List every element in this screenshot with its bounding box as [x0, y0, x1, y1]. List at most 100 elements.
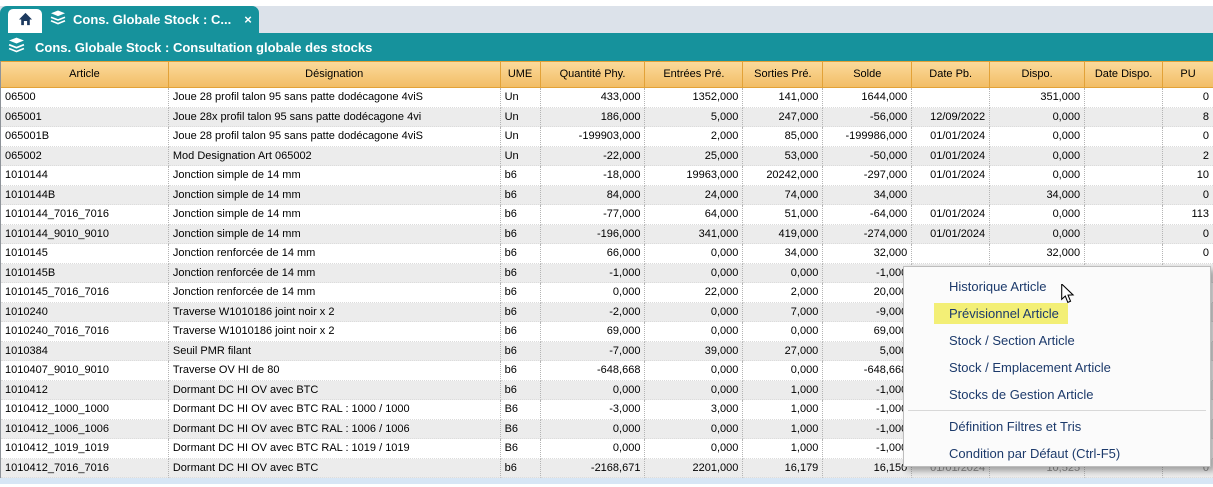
table-row[interactable]: 1010412_1019_1019 Dormant DC HI OV avec B… — [1, 439, 1213, 459]
table-row[interactable]: 1010145 Jonction renforcée de 14 mm b6 66,0… — [1, 244, 1213, 264]
tab-bar: Cons. Globale Stock : C... × — [0, 6, 1213, 33]
cell-sorties: 1,000 — [743, 439, 824, 459]
cell-qte_phy: -199903,000 — [540, 127, 646, 147]
table-header-row: Article Désignation UME Quantité Phy. Entrée… — [1, 61, 1213, 88]
cell-dispo: 0,000 — [990, 127, 1086, 147]
column-header-designation[interactable]: Désignation — [168, 61, 501, 88]
cell-ume: Un — [500, 146, 541, 166]
cell-ume: B6 — [500, 400, 541, 420]
cell-designation: Joue 28 profil talon 95 sans patte dodéc… — [168, 88, 501, 108]
cell-sorties: 53,000 — [743, 146, 824, 166]
cell-solde: 1644,000 — [823, 88, 913, 108]
stock-stack-icon — [8, 37, 25, 58]
cell-solde: -1,000 — [823, 380, 913, 400]
cell-sorties: 1,000 — [743, 400, 824, 420]
cell-ume: b6 — [500, 224, 541, 244]
column-header-sorties[interactable]: Sorties Pré. — [743, 61, 824, 88]
cell-entrees: 0,000 — [645, 419, 744, 439]
cell-sorties: 2,000 — [743, 283, 824, 303]
column-header-solde[interactable]: Solde — [823, 61, 913, 88]
cell-article: 1010144_9010_9010 — [1, 224, 169, 244]
cell-dispo: 0,000 — [990, 146, 1086, 166]
menu-item[interactable]: Stock / Emplacement Article — [904, 354, 1210, 381]
cell-sorties: 51,000 — [743, 205, 824, 225]
cell-pu: 10 — [1163, 166, 1213, 186]
cell-dispo: 0,000 — [990, 205, 1086, 225]
tab-close-icon[interactable]: × — [244, 12, 252, 27]
menu-item[interactable]: Stock / Section Article — [904, 327, 1210, 354]
cell-ume: b6 — [500, 263, 541, 283]
cell-ume: b6 — [500, 302, 541, 322]
table-row[interactable]: 065001B Joue 28 profil talon 95 sans patt… — [1, 127, 1213, 147]
cell-ume: b6 — [500, 283, 541, 303]
menu-item-label: Historique Article — [949, 279, 1047, 294]
column-header-qte_phy[interactable]: Quantité Phy. — [540, 61, 646, 88]
cell-qte_phy: 433,000 — [540, 88, 646, 108]
menu-item[interactable]: Stocks de Gestion Article — [904, 381, 1210, 408]
bottom-strip[interactable] — [0, 478, 1213, 484]
cell-ume: b6 — [500, 341, 541, 361]
column-header-ume[interactable]: UME — [500, 61, 541, 88]
cell-pu: 0 — [1163, 225, 1213, 244]
top-strip — [0, 0, 1213, 6]
tab-home[interactable] — [8, 9, 42, 33]
cell-ume: b6 — [500, 205, 541, 225]
cell-designation: Traverse OV HI de 80 — [168, 361, 501, 381]
cell-article: 065001B — [1, 127, 169, 147]
table-row[interactable]: 1010144 Jonction simple de 14 mm b6 -18,000… — [1, 166, 1213, 186]
cell-date_dispo — [1085, 185, 1164, 205]
column-header-article[interactable]: Article — [1, 61, 169, 88]
column-header-date_dispo[interactable]: Date Dispo. — [1085, 61, 1164, 88]
cell-solde: -274,000 — [823, 224, 913, 244]
cell-sorties: 1,000 — [743, 419, 824, 439]
cell-ume: b6 — [500, 166, 541, 186]
cell-date_pb: 01/01/2024 — [912, 205, 991, 225]
cell-solde: -1,000 — [823, 400, 913, 420]
cell-qte_phy: -22,000 — [540, 146, 646, 166]
column-header-entrees[interactable]: Entrées Pré. — [645, 61, 744, 88]
table-row[interactable]: 1010144B Jonction simple de 14 mm b6 84,000… — [1, 185, 1213, 205]
cell-sorties: 7,000 — [743, 302, 824, 322]
cell-designation: Seuil PMR filant — [168, 341, 501, 361]
cell-date_pb: 12/09/2022 — [912, 107, 991, 127]
table-row[interactable]: 065001 Joue 28x profil talon 95 sans patt… — [1, 107, 1213, 127]
cell-designation: Dormant DC HI OV avec BTC RAL : 1000 / 1… — [168, 400, 501, 420]
menu-item[interactable]: Condition par Défaut (Ctrl-F5) — [904, 440, 1210, 467]
cell-sorties: 247,000 — [743, 107, 824, 127]
home-icon — [18, 12, 33, 31]
stock-table: Article Désignation UME Quantité Phy. Entrée… — [0, 61, 1213, 478]
cell-dispo: 351,000 — [990, 88, 1086, 108]
cell-entrees: 0,000 — [645, 302, 744, 322]
cell-solde: 16,150 — [823, 458, 913, 478]
cell-solde: -297,000 — [823, 166, 913, 186]
table-row[interactable]: 065002 Mod Designation Art 065002 Un -22,00… — [1, 146, 1213, 166]
menu-item[interactable]: Définition Filtres et Tris — [904, 413, 1210, 440]
cell-qte_phy: -7,000 — [540, 341, 646, 361]
tab-stock-consultation[interactable]: Cons. Globale Stock : C... × — [0, 6, 259, 33]
cell-solde: 5,000 — [823, 341, 913, 361]
cell-pu: 0 — [1163, 459, 1213, 478]
menu-item[interactable]: Historique Article — [904, 273, 1210, 300]
table-row[interactable]: 1010144_7016_7016 Jonction simple de 14 m… — [1, 205, 1213, 225]
cell-qte_phy: -2168,671 — [540, 458, 646, 478]
cell-qte_phy: 84,000 — [540, 185, 646, 205]
column-header-dispo[interactable]: Dispo. — [990, 61, 1086, 88]
cell-qte_phy: 0,000 — [540, 419, 646, 439]
cell-solde: -1,000 — [823, 263, 913, 283]
cell-article: 1010384 — [1, 341, 169, 361]
cell-qte_phy: -3,000 — [540, 400, 646, 420]
column-header-date_pb[interactable]: Date Pb. — [912, 61, 991, 88]
table-row[interactable]: 1010144_9010_9010 Jonction simple de 14 m… — [1, 224, 1213, 244]
menu-item[interactable]: Prévisionnel Article — [904, 300, 1210, 327]
cell-article: 1010412_1000_1000 — [1, 400, 169, 420]
table-row[interactable]: 06500 Joue 28 profil talon 95 sans patte … — [1, 88, 1213, 108]
cell-solde: -1,000 — [823, 419, 913, 439]
cell-qte_phy: 0,000 — [540, 380, 646, 400]
cell-dispo: 0,000 — [990, 224, 1086, 244]
cell-entrees: 3,000 — [645, 400, 744, 420]
cell-ume: b6 — [500, 458, 541, 478]
column-header-pu[interactable]: PU — [1163, 61, 1213, 88]
cell-qte_phy: -77,000 — [540, 205, 646, 225]
cell-ume: B6 — [500, 419, 541, 439]
cell-dispo: 32,000 — [990, 244, 1086, 264]
